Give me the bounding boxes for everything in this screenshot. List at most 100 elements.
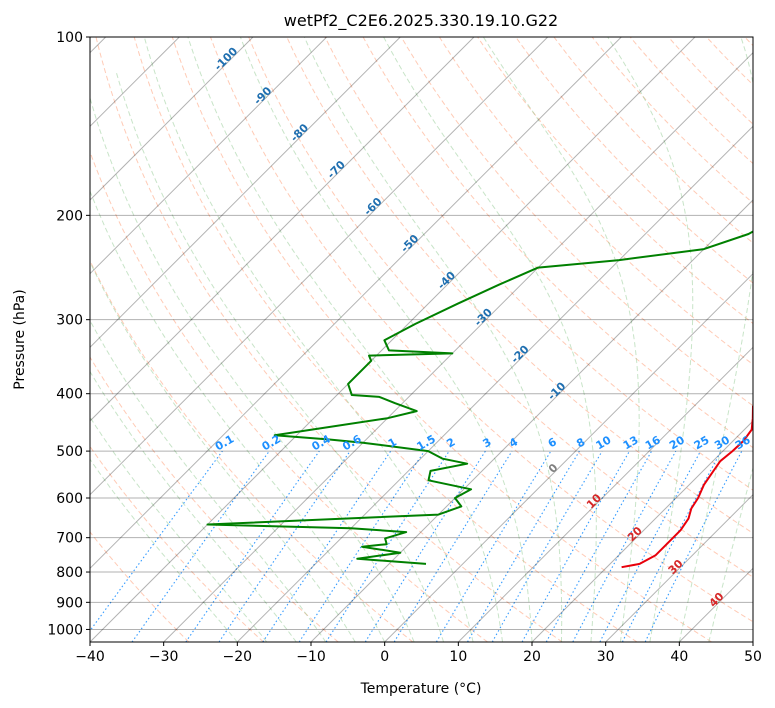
dry-adiabat (90, 531, 190, 642)
y-tick-label: 900 (56, 595, 83, 611)
dry-adiabat (438, 37, 753, 365)
dry-adiabat-label: -40 (435, 269, 458, 292)
mixing-ratio-label: 8 (574, 435, 587, 450)
y-axis-ticks: 100 200 300 400 500 600 700 800 900 1000 (47, 30, 90, 638)
grid-lines (90, 37, 753, 642)
mixing-ratio-line (364, 450, 486, 642)
moist-adiabat (607, 37, 694, 642)
isotherm-label: 30 (666, 557, 686, 577)
x-tick-label: 0 (380, 649, 389, 665)
moist-adiabat (187, 37, 503, 642)
moist-adiabat (143, 37, 474, 642)
isotherm-line (90, 37, 328, 275)
dry-adiabat (477, 37, 753, 325)
dry-adiabat (90, 150, 488, 642)
x-tick-label: −10 (296, 649, 326, 665)
mixing-ratio-label: 3 (480, 435, 493, 450)
mixing-ratio-label: 20 (667, 433, 687, 452)
isotherm-label: 20 (625, 524, 645, 544)
moist-adiabat (90, 319, 327, 642)
dry-adiabat-label: -20 (508, 342, 531, 365)
mixing-ratio-line (90, 450, 223, 632)
plot-frame (89, 36, 754, 643)
isotherm-line (90, 37, 254, 201)
mixing-ratio-line (491, 450, 603, 642)
temperature-profile (621, 405, 753, 569)
dry-adiabat-label: -100 (212, 44, 241, 73)
dewpoint-profile (206, 230, 753, 565)
profile-lines (206, 230, 753, 569)
dry-adiabat-label: -10 (545, 379, 568, 402)
isotherm-line (384, 272, 753, 642)
mixing-ratio-label: 4 (507, 435, 520, 450)
mixing-ratio-line (435, 450, 552, 642)
x-axis-label: Temperature (°C) (360, 681, 482, 697)
mixing-ratio-line (545, 450, 653, 642)
y-tick-label: 200 (56, 208, 83, 224)
mixing-ratio-line (599, 450, 701, 642)
dry-adiabat-label: -70 (325, 158, 348, 181)
y-tick-label: 400 (56, 387, 83, 403)
line-labels: -100-90-80-70-60-50-40-30-20-100.1 0.2 0.4… (212, 44, 753, 609)
isotherm-line (90, 37, 475, 422)
mixing-ratio-label: 10 (594, 433, 614, 452)
x-tick-label: −30 (149, 649, 179, 665)
mixing-ratio-line (393, 450, 513, 642)
x-tick-label: 50 (744, 649, 762, 665)
x-axis-ticks: −40 −30 −20 −10 0 10 20 30 40 50 (75, 642, 762, 665)
isotherm-line (90, 37, 696, 642)
isotherm-line (310, 199, 753, 642)
x-tick-label: −20 (223, 649, 253, 665)
dry-adiabat (248, 37, 753, 578)
isotherm-line (236, 125, 753, 642)
mixing-ratio-line (185, 450, 320, 642)
mixing-ratio-label: 0.4 (310, 432, 334, 453)
mixing-ratio-label: 1 (386, 435, 399, 450)
moist-adiabat (482, 37, 640, 642)
dry-adiabat (90, 259, 414, 642)
isotherm-line (752, 641, 753, 642)
x-tick-label: 40 (670, 649, 688, 665)
dry-adiabat (591, 37, 753, 204)
isotherm-line (90, 37, 401, 349)
isotherm-line (531, 420, 753, 642)
dry-adiabat (706, 37, 753, 86)
chart-title: wetPf2_C2E6.2025.330.19.10.G22 (284, 11, 558, 31)
mixing-ratio-label: 2 (444, 435, 457, 450)
dry-adiabat-label: -50 (398, 232, 421, 255)
dry-adiabat (210, 37, 753, 623)
x-tick-label: −40 (75, 649, 105, 665)
y-tick-label: 800 (56, 565, 83, 581)
dry-adiabat (744, 37, 753, 47)
isotherm-line (90, 37, 622, 570)
moist-adiabat (708, 466, 753, 642)
moist-adiabat (90, 189, 386, 642)
dry-adiabat-label: -30 (472, 306, 495, 329)
dry-adiabat-label: -60 (361, 195, 384, 218)
dry-adiabat (515, 37, 753, 284)
dry-adiabat (362, 37, 753, 449)
moist-adiabat (239, 37, 533, 642)
dry-adiabat (95, 37, 563, 642)
dry-adiabat (171, 37, 712, 642)
mixing-ratio-line (218, 450, 351, 642)
dry-adiabat (324, 37, 753, 491)
mixing-ratio-line (131, 450, 270, 642)
y-tick-label: 300 (56, 313, 83, 329)
mixing-ratio-line (572, 450, 677, 642)
mixing-ratio-label: 16 (643, 433, 663, 452)
isotherm-line (678, 567, 753, 642)
dry-adiabat-label: -80 (288, 121, 311, 144)
moist-adiabat (116, 72, 445, 642)
isotherm-line (605, 493, 753, 642)
x-tick-label: 30 (597, 649, 615, 665)
dry-adiabat (286, 37, 753, 534)
dry-adiabat (400, 37, 753, 407)
moist-adiabat (678, 37, 753, 642)
dry-adiabat (668, 37, 753, 125)
y-tick-label: 500 (56, 444, 83, 460)
mixing-ratio-label: 0.6 (340, 432, 364, 453)
mixing-ratio-label: 13 (621, 433, 641, 452)
moist-adiabat (303, 37, 563, 642)
